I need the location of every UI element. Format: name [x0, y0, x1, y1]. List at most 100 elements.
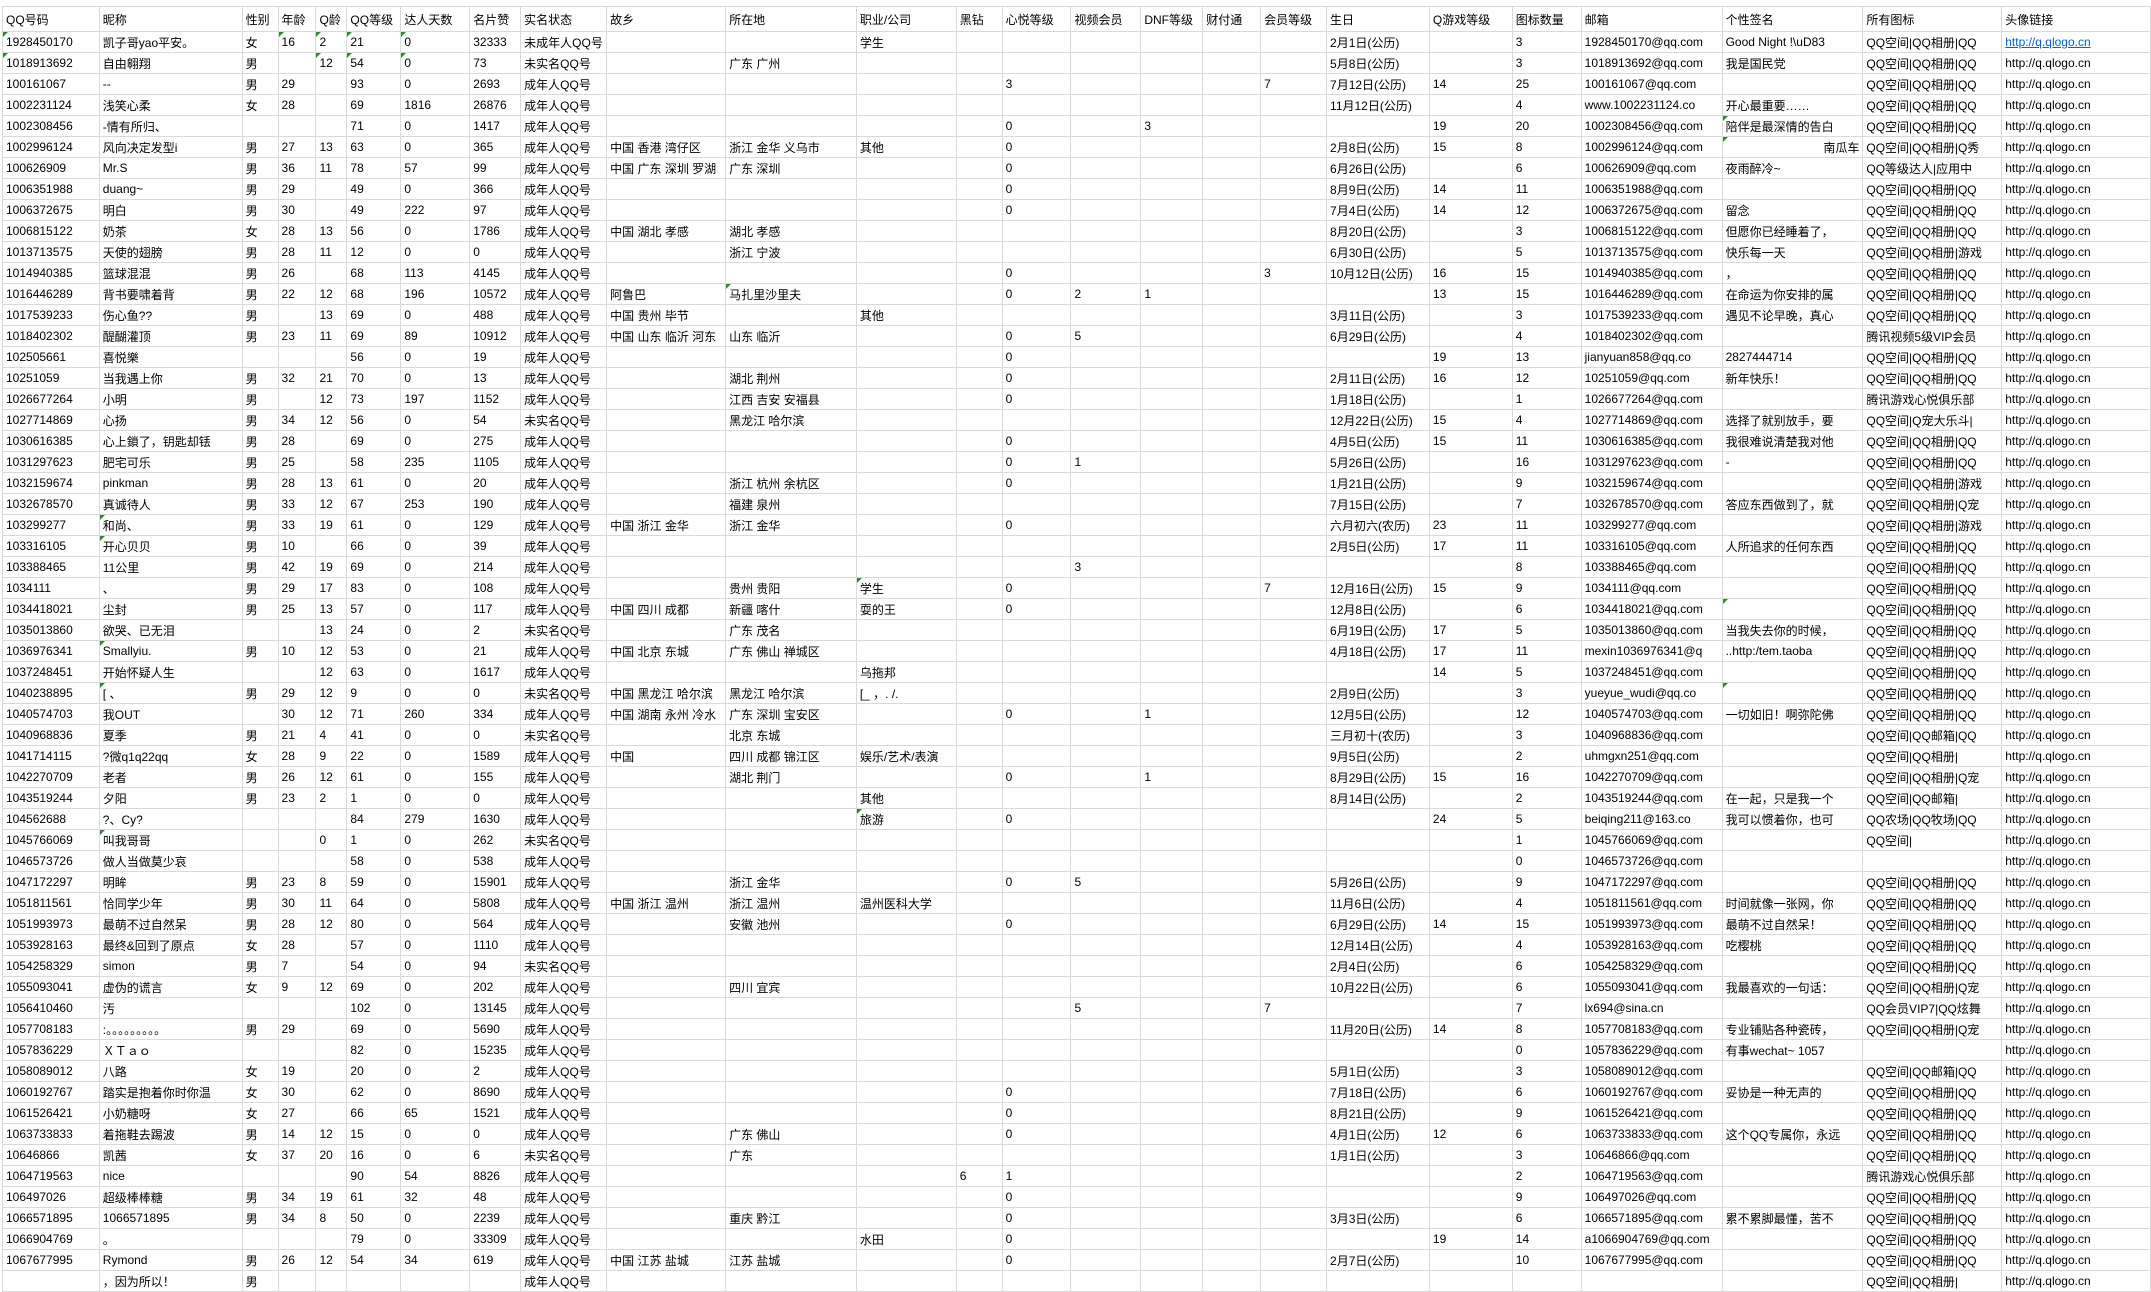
cell-job[interactable]: 水田: [855, 1228, 957, 1250]
cell-qage[interactable]: [315, 199, 348, 221]
cell-avatar_url[interactable]: http://q.qlogo.cn: [2001, 913, 2151, 935]
cell-qq_level[interactable]: 54: [346, 955, 402, 977]
cell-job[interactable]: [855, 283, 957, 305]
cell-qq[interactable]: 1014940385: [2, 262, 100, 284]
cell-qq[interactable]: 100626909: [2, 157, 100, 179]
cell-email[interactable]: 10646866@qq.com: [1580, 1144, 1723, 1166]
cell-hometown[interactable]: [606, 1270, 727, 1292]
cell-card_likes[interactable]: 0: [469, 724, 522, 746]
cell-qgame_level[interactable]: [1428, 892, 1513, 914]
cell-qq_level[interactable]: 82: [346, 1039, 402, 1061]
cell-nickname[interactable]: 超级棒棒糖: [98, 1186, 243, 1208]
cell-video_vip[interactable]: [1070, 598, 1142, 620]
cell-job[interactable]: [855, 241, 957, 263]
cell-gender[interactable]: 男: [241, 199, 279, 221]
cell-icons[interactable]: QQ空间|QQ相册|Q宠: [1862, 493, 2003, 515]
cell-gender[interactable]: 男: [241, 1249, 279, 1271]
cell-daren_days[interactable]: 0: [400, 220, 471, 242]
cell-qgame_level[interactable]: [1428, 703, 1513, 725]
cell-qq_level-flagged[interactable]: 54: [346, 52, 402, 74]
cell-hometown[interactable]: [606, 661, 727, 683]
cell-location[interactable]: 安徽 池州: [725, 913, 857, 935]
cell-gender[interactable]: 男: [241, 451, 279, 473]
cell-vip_level[interactable]: [1260, 136, 1328, 158]
cell-qq[interactable]: 10646866: [2, 1144, 100, 1166]
cell-realname_status[interactable]: 成年人QQ号: [520, 472, 608, 494]
cell-qage[interactable]: [315, 1165, 348, 1187]
cell-signature[interactable]: 在命运为你安排的属: [1721, 283, 1864, 305]
cell-avatar_url[interactable]: http://q.qlogo.cn: [2001, 52, 2151, 74]
cell-gender[interactable]: 女: [241, 1060, 279, 1082]
cell-job[interactable]: [855, 388, 957, 410]
cell-xinyue_level[interactable]: [1001, 640, 1072, 662]
column-header-daren_days[interactable]: 达人天数: [400, 6, 471, 32]
cell-qq[interactable]: 1017539233: [2, 304, 100, 326]
cell-signature[interactable]: 专业铺贴各种瓷砖，: [1721, 1018, 1864, 1040]
cell-video_vip[interactable]: [1070, 493, 1142, 515]
cell-birthday[interactable]: [1326, 1039, 1430, 1061]
cell-daren_days[interactable]: 0: [400, 241, 471, 263]
cell-xinyue_level[interactable]: [1001, 997, 1072, 1019]
cell-daren_days[interactable]: 0: [400, 535, 471, 557]
cell-job[interactable]: [855, 556, 957, 578]
cell-age[interactable]: 28: [277, 745, 317, 767]
cell-caifutong[interactable]: [1202, 1060, 1262, 1082]
cell-video_vip[interactable]: [1070, 1249, 1142, 1271]
column-header-heizuan[interactable]: 黑钻: [955, 6, 1003, 32]
cell-location[interactable]: [725, 955, 857, 977]
cell-signature[interactable]: ，: [1721, 262, 1864, 284]
cell-vip_level[interactable]: [1260, 556, 1328, 578]
cell-signature[interactable]: [1721, 661, 1864, 683]
cell-signature[interactable]: [1721, 556, 1864, 578]
cell-heizuan[interactable]: [955, 556, 1003, 578]
cell-icon_count[interactable]: 3: [1511, 1060, 1582, 1082]
cell-qgame_level[interactable]: 14: [1428, 73, 1513, 95]
cell-gender[interactable]: [241, 1039, 279, 1061]
cell-icons[interactable]: QQ空间|QQ相册|QQ: [1862, 451, 2003, 473]
cell-qq_level[interactable]: 80: [346, 913, 402, 935]
cell-icons[interactable]: QQ空间|QQ相册|QQ: [1862, 31, 2003, 53]
cell-dnf_level[interactable]: [1140, 598, 1204, 620]
column-header-dnf_level[interactable]: DNF等级: [1140, 6, 1204, 32]
cell-signature[interactable]: [1721, 1144, 1864, 1166]
cell-qq[interactable]: 1040238895: [2, 682, 100, 704]
cell-heizuan[interactable]: [955, 31, 1003, 53]
cell-vip_level[interactable]: 7: [1260, 997, 1328, 1019]
cell-avatar_url[interactable]: http://q.qlogo.cn: [2001, 220, 2151, 242]
cell-job[interactable]: [855, 178, 957, 200]
cell-hometown[interactable]: [606, 829, 727, 851]
cell-hometown[interactable]: [606, 409, 727, 431]
cell-signature[interactable]: 新年快乐！: [1721, 367, 1864, 389]
cell-age[interactable]: 30: [277, 1081, 317, 1103]
cell-icons[interactable]: QQ空间|QQ相册|QQ: [1862, 304, 2003, 326]
cell-signature[interactable]: 在一起，只是我一个: [1721, 787, 1864, 809]
cell-nickname[interactable]: 1066571895: [98, 1207, 243, 1229]
cell-xinyue_level[interactable]: 0: [1001, 1207, 1072, 1229]
cell-vip_level[interactable]: [1260, 598, 1328, 620]
cell-vip_level[interactable]: [1260, 430, 1328, 452]
cell-qq[interactable]: 100161067: [2, 73, 100, 95]
cell-age[interactable]: 28: [277, 94, 317, 116]
cell-realname_status[interactable]: 成年人QQ号: [520, 1207, 608, 1229]
cell-gender[interactable]: 男: [241, 598, 279, 620]
cell-email[interactable]: 1018402302@qq.com: [1580, 325, 1723, 347]
cell-birthday[interactable]: 2月9日(公历): [1326, 682, 1430, 704]
cell-age[interactable]: 28: [277, 472, 317, 494]
cell-age[interactable]: 29: [277, 178, 317, 200]
cell-realname_status[interactable]: 成年人QQ号: [520, 766, 608, 788]
column-header-vip_level[interactable]: 会员等级: [1260, 6, 1328, 32]
cell-birthday[interactable]: 12月5日(公历): [1326, 703, 1430, 725]
cell-hometown[interactable]: [606, 850, 727, 872]
cell-gender[interactable]: 女: [241, 94, 279, 116]
cell-video_vip[interactable]: [1070, 52, 1142, 74]
cell-location[interactable]: [725, 262, 857, 284]
cell-icon_count[interactable]: 8: [1511, 556, 1582, 578]
cell-video_vip[interactable]: [1070, 1165, 1142, 1187]
cell-xinyue_level[interactable]: [1001, 1018, 1072, 1040]
cell-dnf_level[interactable]: [1140, 304, 1204, 326]
cell-heizuan[interactable]: [955, 346, 1003, 368]
cell-card_likes[interactable]: 39: [469, 535, 522, 557]
cell-signature-flagged[interactable]: 南瓜车: [1721, 136, 1864, 158]
cell-signature[interactable]: 但愿你已经睡着了，: [1721, 220, 1864, 242]
cell-heizuan[interactable]: [955, 115, 1003, 137]
